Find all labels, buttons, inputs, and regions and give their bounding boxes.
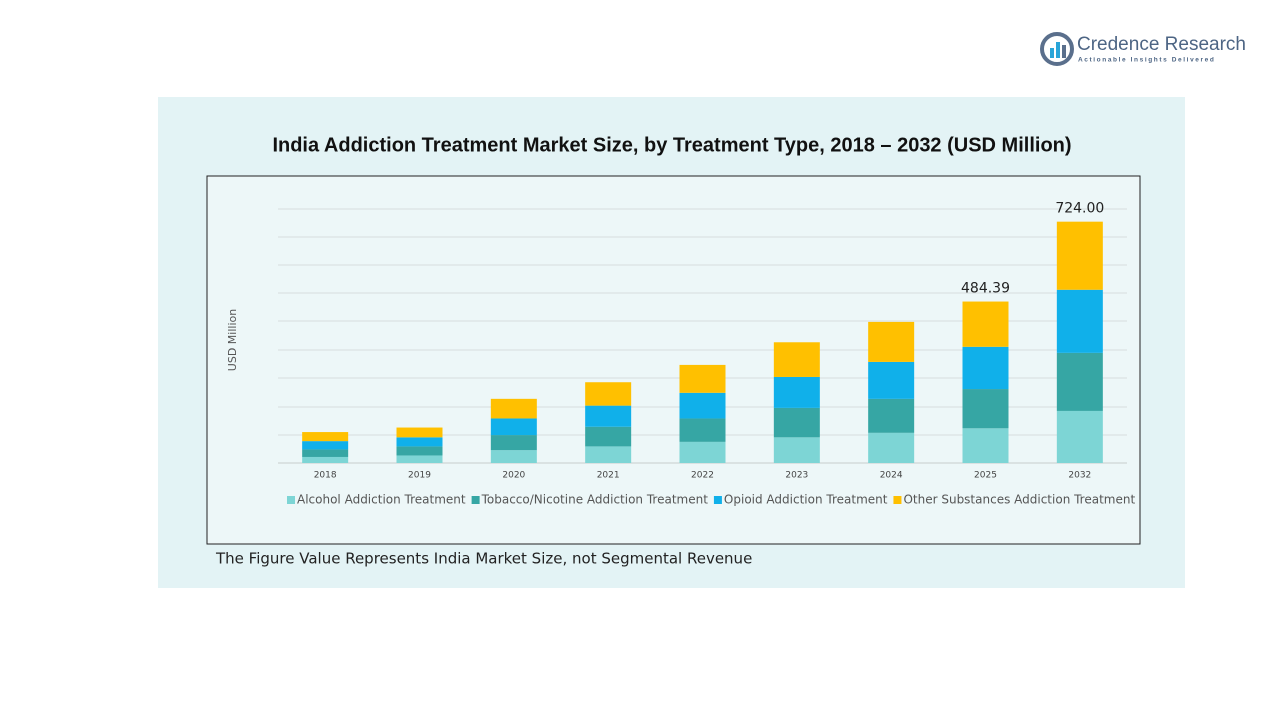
bar-segment xyxy=(962,346,1009,390)
x-tick-label: 2024 xyxy=(880,471,903,481)
bar-segment xyxy=(868,321,915,362)
x-tick-label: 2032 xyxy=(1068,471,1091,481)
bar-segment xyxy=(773,376,820,408)
bar-segment xyxy=(302,449,349,457)
bar-segment xyxy=(585,405,632,427)
legend-swatch xyxy=(287,496,295,504)
bar-segment xyxy=(1056,289,1103,353)
legend-label: Alcohol Addiction Treatment xyxy=(297,493,466,507)
legend-swatch xyxy=(893,496,902,504)
bar-segment xyxy=(679,441,726,463)
total-label: 724.00 xyxy=(1055,201,1104,217)
bar-segment xyxy=(1056,352,1103,411)
bar-segment xyxy=(585,382,632,406)
bar-segment xyxy=(585,446,632,463)
x-tick-label: 2018 xyxy=(314,471,337,481)
bar-segment xyxy=(679,364,726,393)
bar-segment xyxy=(962,428,1009,463)
bar-segment xyxy=(302,441,349,450)
bar-segment xyxy=(962,389,1009,429)
legend-swatch xyxy=(471,496,480,504)
bar-segment xyxy=(679,392,726,419)
bar-segment xyxy=(302,456,349,463)
x-tick-label: 2022 xyxy=(691,471,714,481)
total-label: 484.39 xyxy=(961,281,1010,297)
x-tick-label: 2025 xyxy=(974,471,997,481)
bar-segment xyxy=(490,435,537,451)
brand-tagline: Actionable Insights Delivered xyxy=(1078,57,1215,64)
bar-segment xyxy=(773,437,820,463)
footnote: The Figure Value Represents India Market… xyxy=(215,550,752,568)
bar-segment xyxy=(490,418,537,436)
brand-name: Credence Research xyxy=(1077,34,1246,55)
legend-label: Other Substances Addiction Treatment xyxy=(903,493,1135,507)
chart-title: India Addiction Treatment Market Size, b… xyxy=(272,134,1071,156)
bar-segment xyxy=(585,426,632,447)
bar-segment xyxy=(868,361,915,399)
x-tick-label: 2019 xyxy=(408,471,431,481)
legend-swatch xyxy=(713,496,722,504)
x-tick-label: 2023 xyxy=(785,471,808,481)
bar-segment xyxy=(302,432,349,442)
bar-segment xyxy=(679,418,726,442)
bar-segment xyxy=(1056,410,1103,463)
bar-segment xyxy=(490,398,537,419)
bar-segment xyxy=(868,432,915,463)
bar-segment xyxy=(962,301,1009,347)
bar-segment xyxy=(773,407,820,438)
x-tick-label: 2020 xyxy=(502,471,525,481)
bar-segment xyxy=(773,342,820,377)
bar-segment xyxy=(1056,221,1103,290)
y-axis-title: USD Million xyxy=(226,309,239,371)
bar-segment xyxy=(868,398,915,433)
logo: Credence Research Actionable Insights De… xyxy=(1040,32,1246,66)
bar-segment xyxy=(490,450,537,463)
chart-panel xyxy=(158,97,1185,588)
legend-label: Opioid Addiction Treatment xyxy=(724,493,888,507)
bar-segment xyxy=(396,427,443,438)
bar-segment xyxy=(396,446,443,456)
x-tick-label: 2021 xyxy=(597,471,620,481)
bar-segment xyxy=(396,455,443,463)
bar-segment xyxy=(396,437,443,447)
legend-label: Tobacco/Nicotine Addiction Treatment xyxy=(481,493,709,507)
